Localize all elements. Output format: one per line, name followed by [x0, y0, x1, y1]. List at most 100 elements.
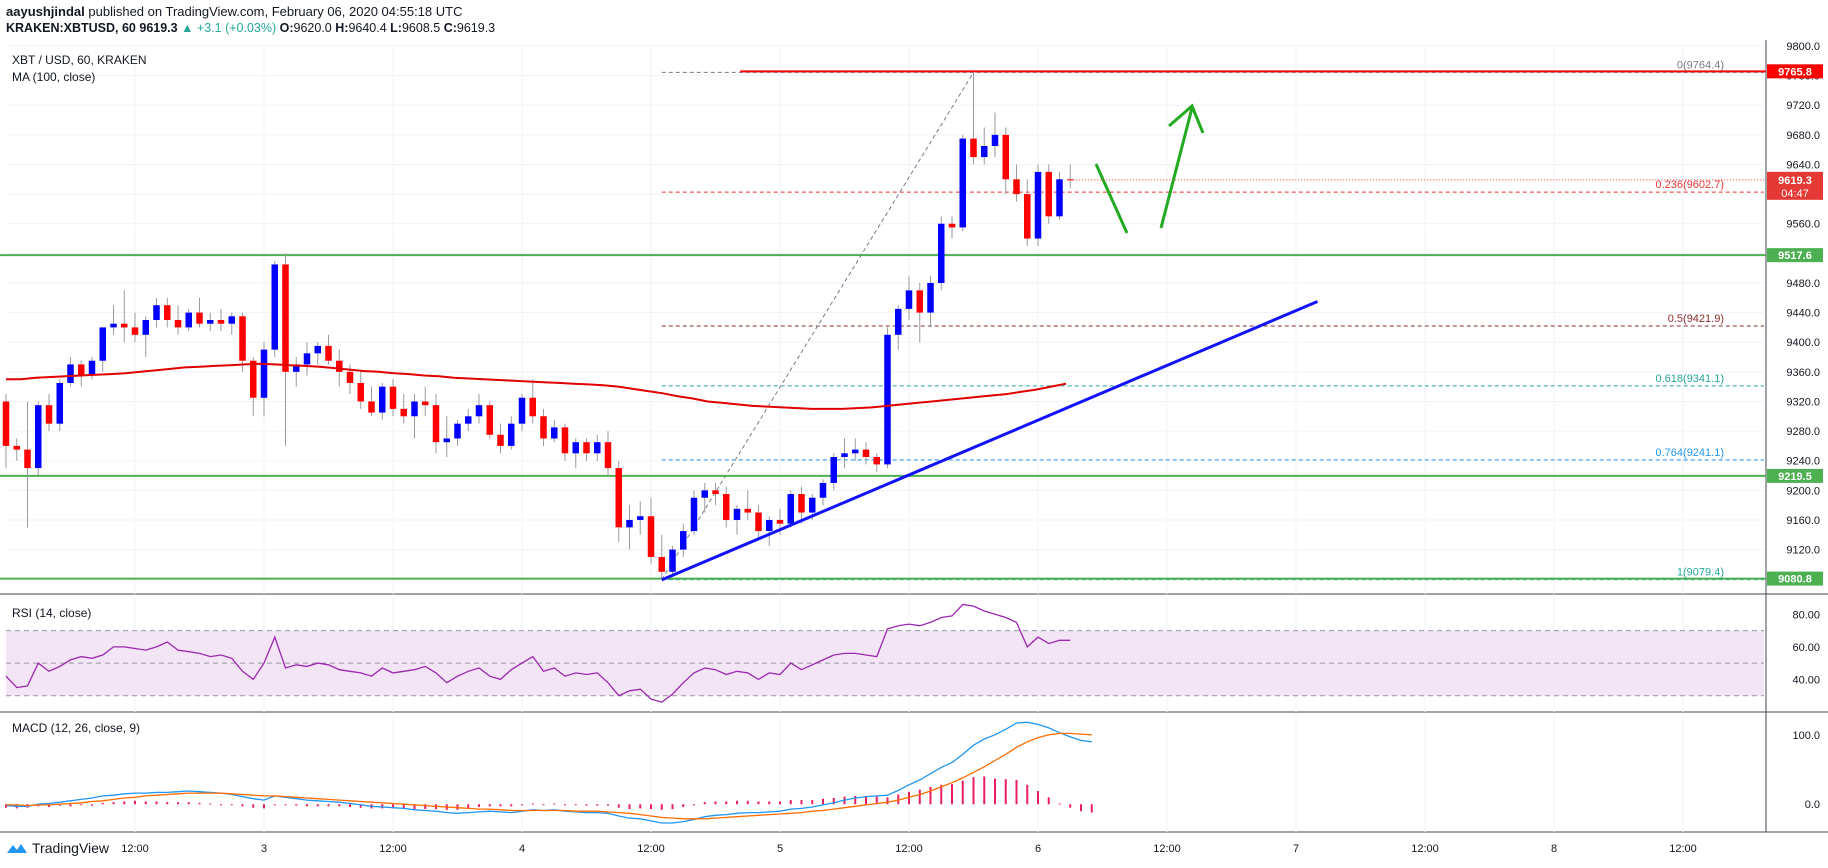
candle-up	[465, 416, 472, 424]
bullish-trendline	[661, 300, 1319, 582]
macd-histogram-bar	[1058, 803, 1061, 805]
x-tick-label: 12:00	[637, 843, 665, 855]
macd-histogram-bar	[875, 796, 878, 805]
x-tick-label: 12:00	[1153, 843, 1181, 855]
candle-down	[325, 345, 332, 361]
candle-up	[228, 316, 235, 324]
candle-up	[1034, 171, 1042, 239]
rsi-pane[interactable]	[5, 603, 1764, 703]
candle-down	[1024, 194, 1031, 239]
symbol-line: KRAKEN:XBTUSD, 60 9619.3 ▲ +3.1 (+0.03%)…	[6, 20, 495, 36]
y-tick-label: 9680.0	[1786, 130, 1820, 142]
macd-histogram-bar	[134, 800, 136, 805]
candle-down	[45, 405, 53, 424]
candle-up	[938, 223, 945, 283]
candle-up	[680, 531, 687, 550]
candle-down	[422, 401, 429, 406]
candle-up	[293, 364, 300, 372]
macd-histogram-bar	[596, 804, 599, 806]
macd-histogram-bar	[284, 804, 287, 806]
candle-up	[153, 305, 160, 320]
candle-down	[529, 397, 536, 417]
y-tick-label: 9320.0	[1786, 396, 1820, 408]
candle-up	[443, 438, 450, 443]
candle-down	[486, 405, 493, 435]
price-pane[interactable]: 0(9764.4) 0.236(9602.7) 0.5(9421.9) 0.618(9…	[0, 59, 1766, 582]
macd-histogram-bar	[897, 794, 900, 805]
candle-down	[1002, 134, 1009, 180]
macd-histogram-bar	[908, 791, 910, 805]
macd-histogram-bar	[467, 804, 470, 809]
macd-histogram-bar	[198, 802, 201, 805]
candle-down	[723, 494, 730, 520]
macd-histogram-bar	[1047, 797, 1050, 805]
macd-histogram-bar	[639, 804, 642, 809]
candle-down	[647, 516, 655, 557]
author-name[interactable]: aayushjindal	[6, 4, 85, 19]
candle-up	[1056, 179, 1063, 217]
macd-histogram-bar	[510, 804, 513, 807]
macd-histogram-bar	[1037, 791, 1039, 805]
macd-histogram-bar	[177, 802, 179, 805]
candle-down	[196, 312, 203, 324]
macd-histogram-bar	[359, 804, 362, 808]
macd-histogram-bar	[671, 804, 674, 810]
chart-header: aayushjindal published on TradingView.co…	[6, 4, 495, 36]
macd-histogram-bar	[542, 804, 545, 806]
macd-histogram-bar	[746, 800, 749, 805]
y-tick-label: 9480.0	[1786, 278, 1820, 290]
rsi-band	[6, 630, 1764, 696]
x-tick-label: 7	[1293, 843, 1299, 855]
candle-up	[379, 386, 386, 413]
candle-down	[13, 445, 20, 450]
macd-histogram-bar	[155, 801, 158, 805]
candle-up	[884, 334, 891, 465]
fib-level-label: 1(9079.4)	[1677, 567, 1724, 579]
tradingview-logo-icon	[7, 844, 27, 853]
candle-up	[475, 405, 483, 417]
macd-histogram-bar	[660, 804, 663, 810]
macd-histogram-bar	[854, 795, 857, 805]
macd-histogram-bar	[531, 803, 534, 805]
axes: 12:00 3 12:00 4 12:00 5 12:00 6 12:00 7 12:00 8 12:0…	[121, 41, 1823, 855]
candle-up	[766, 519, 773, 532]
candle-up	[260, 349, 268, 398]
candle-down	[561, 427, 569, 454]
macd-histogram-bar	[488, 804, 491, 807]
candle-down	[1045, 171, 1052, 217]
rsi-line	[5, 603, 1071, 703]
macd-histogram-bar	[381, 804, 384, 809]
candle-up	[88, 360, 96, 376]
macd-histogram-bar	[166, 802, 169, 805]
low-label: L:	[390, 21, 402, 35]
candle-up	[669, 549, 676, 572]
macd-histogram-bar	[48, 804, 50, 808]
candle-down	[615, 468, 622, 528]
y-tick-label: 9800.0	[1786, 41, 1820, 53]
macd-histogram-bar	[736, 800, 738, 805]
candle-up	[110, 323, 117, 328]
candle-up	[411, 401, 418, 417]
y-tick-label: 9280.0	[1786, 426, 1820, 438]
macd-histogram-bar	[607, 804, 609, 806]
candle-up	[637, 516, 644, 520]
macd-histogram-bar	[424, 804, 427, 810]
candle-down	[2, 401, 10, 446]
price-change: ▲ +3.1 (+0.03%)	[181, 21, 277, 35]
candle-up	[67, 364, 74, 383]
candle-down	[239, 316, 246, 361]
macd-y-tick-label: 100.0	[1792, 730, 1820, 742]
y-tick-label: 9720.0	[1786, 100, 1820, 112]
x-tick-label: 12:00	[121, 843, 149, 855]
tradingview-footer[interactable]: TradingView	[6, 840, 109, 856]
candle-down	[282, 264, 289, 372]
macd-pane[interactable]	[5, 721, 1093, 824]
fib-diagonal	[661, 72, 974, 580]
macd-histogram-bar	[650, 804, 652, 810]
candle-down	[400, 408, 407, 417]
macd-histogram-bar	[306, 804, 308, 807]
macd-histogram-bar	[757, 801, 760, 805]
candle-up	[981, 145, 988, 158]
candle-down	[24, 449, 31, 469]
